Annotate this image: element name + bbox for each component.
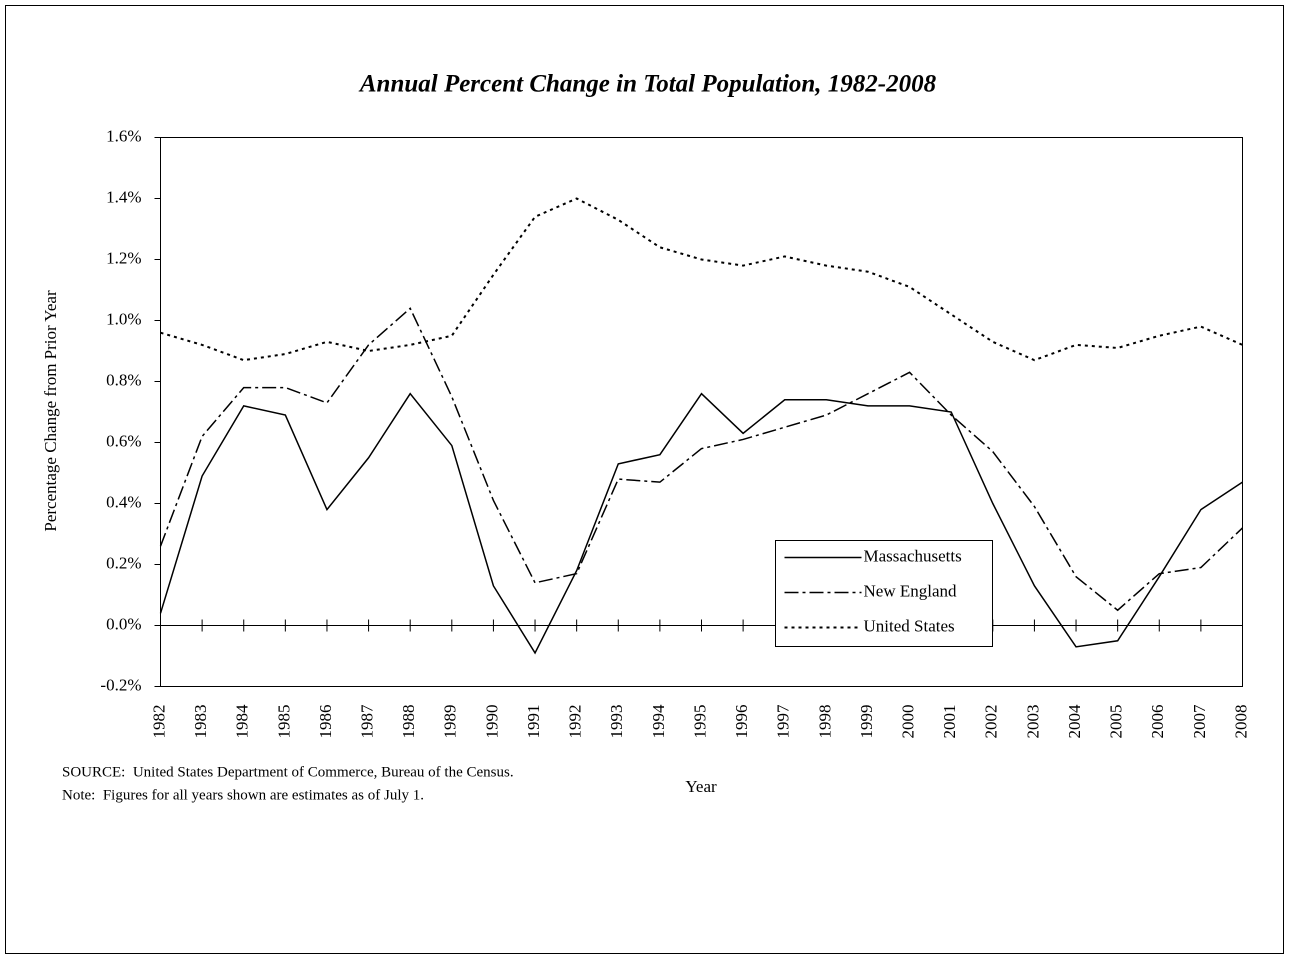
x-tick-label: 1993 — [607, 705, 626, 739]
y-tick-label: 0.0% — [106, 614, 141, 633]
x-tick-label: 1997 — [774, 704, 793, 739]
x-tick-label: 1991 — [524, 705, 543, 739]
source-note: Note: Figures for all years shown are es… — [62, 787, 424, 803]
x-tick-label: 1999 — [857, 705, 876, 739]
y-tick-label: -0.2% — [100, 675, 141, 694]
x-tick-label: 1995 — [690, 705, 709, 739]
x-tick-label: 1992 — [566, 705, 585, 739]
x-tick-label: 1990 — [482, 705, 501, 739]
legend-label: United States — [864, 616, 955, 635]
x-tick-label: 1988 — [399, 705, 418, 739]
x-axis-label: Year — [685, 777, 717, 796]
x-tick-label: 1987 — [357, 704, 376, 739]
x-tick-label: 2003 — [1023, 705, 1042, 739]
chart-title: Annual Percent Change in Total Populatio… — [358, 71, 937, 98]
x-tick-label: 1996 — [732, 705, 751, 739]
frame — [5, 5, 1284, 954]
series-line — [159, 392, 1243, 655]
y-tick-label: 1.6% — [106, 126, 141, 145]
plot-area — [160, 137, 1243, 687]
y-axis-label: Percentage Change from Prior Year — [41, 290, 60, 532]
x-tick-label: 1985 — [274, 705, 293, 739]
x-tick-label: 2006 — [1148, 705, 1167, 739]
x-tick-label: 2000 — [898, 705, 917, 739]
x-tick-label: 2007 — [1190, 704, 1209, 739]
x-tick-label: 1982 — [149, 705, 168, 739]
x-tick-label: 2005 — [1107, 705, 1126, 739]
x-tick-label: 1994 — [649, 704, 668, 739]
x-tick-label: 1998 — [815, 705, 834, 739]
y-tick-label: 1.4% — [106, 187, 141, 206]
y-tick-label: 0.4% — [106, 492, 141, 511]
y-tick-label: 0.6% — [106, 431, 141, 450]
y-tick-label: 0.8% — [106, 370, 141, 389]
y-tick-label: 0.2% — [106, 553, 141, 572]
x-tick-label: 2008 — [1231, 705, 1250, 739]
x-tick-label: 2002 — [982, 705, 1001, 739]
y-tick-label: 1.0% — [106, 309, 141, 328]
y-tick-label: 1.2% — [106, 248, 141, 267]
legend-label: Massachusetts — [864, 546, 962, 565]
x-tick-label: 2001 — [940, 705, 959, 739]
source-note: SOURCE: United States Department of Comm… — [62, 764, 514, 780]
x-tick-label: 1989 — [441, 705, 460, 739]
x-tick-label: 1984 — [233, 704, 252, 739]
x-tick-label: 2004 — [1065, 704, 1084, 739]
series-line — [159, 307, 1244, 612]
x-tick-label: 1986 — [316, 705, 335, 739]
series-line — [160, 197, 1243, 362]
x-tick-label: 1983 — [191, 705, 210, 739]
legend-label: New England — [864, 581, 958, 600]
